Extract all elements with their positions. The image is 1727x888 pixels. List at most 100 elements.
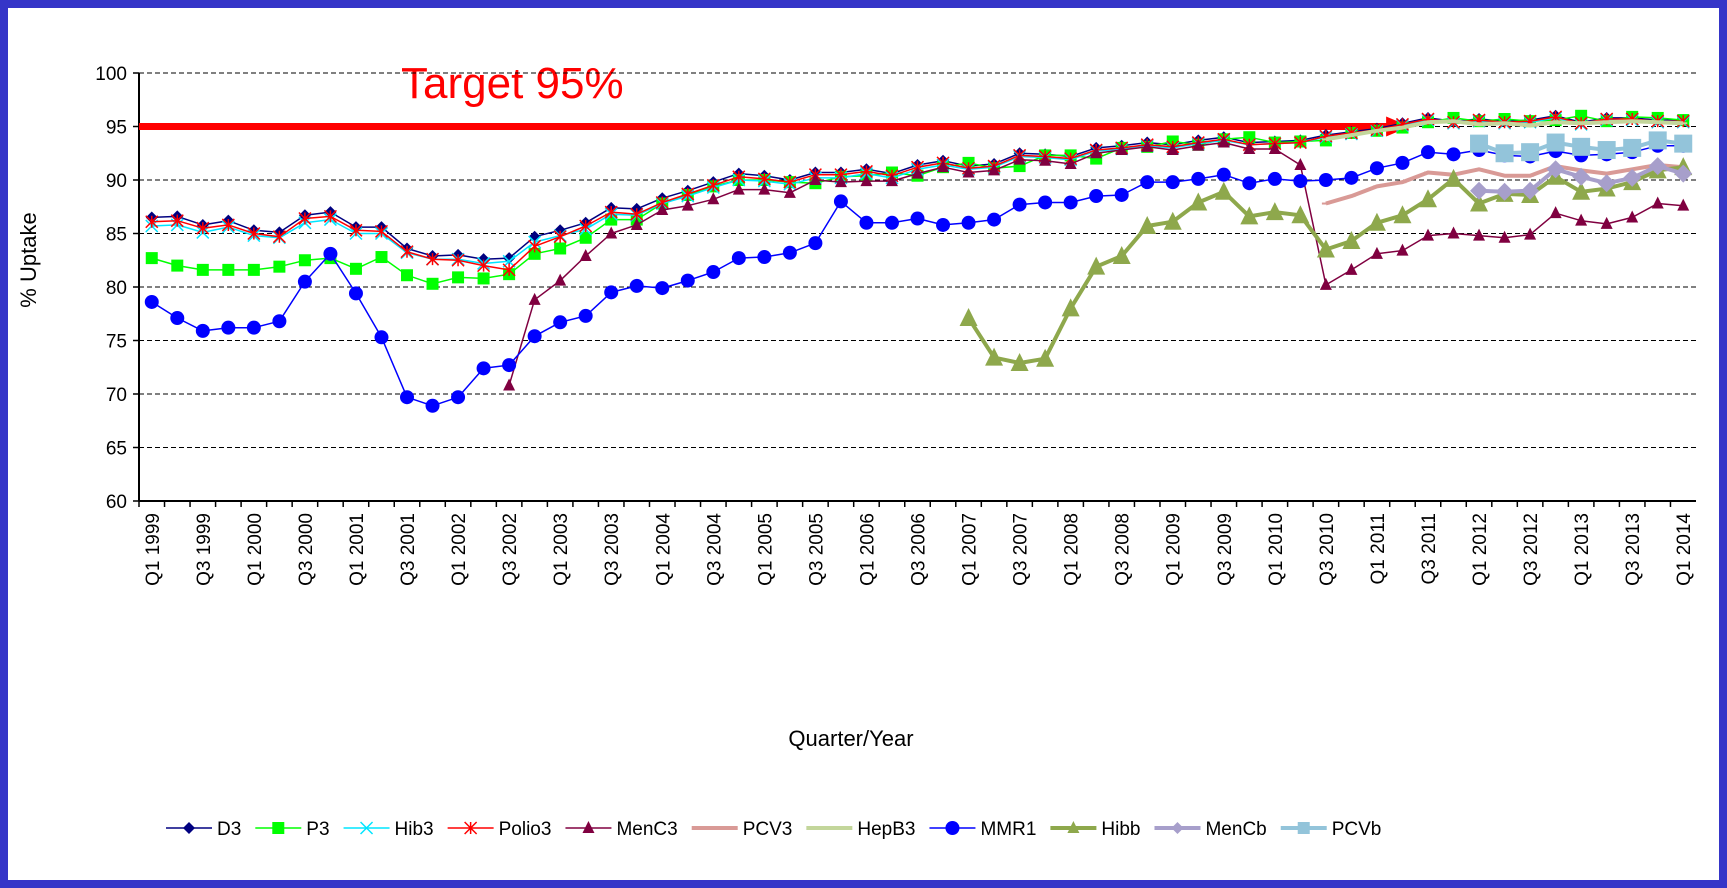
marker [1267,171,1282,186]
marker [1575,109,1588,122]
marker [1626,210,1639,223]
marker [528,292,541,305]
marker [1297,822,1310,834]
marker [349,223,363,237]
marker [706,265,721,280]
marker [605,226,618,239]
marker [246,320,261,335]
marker [298,211,312,226]
marker [1421,228,1434,241]
marker [272,230,286,244]
marker [578,308,593,323]
marker [1067,821,1080,833]
marker [1470,193,1489,212]
marker [323,246,338,261]
marker [1268,141,1281,154]
marker [170,311,185,326]
marker [323,209,337,223]
marker [451,253,465,267]
marker [731,251,746,266]
marker [196,221,210,235]
marker [1294,158,1307,171]
marker [527,329,542,344]
marker [1677,198,1690,211]
x-tick-label: Q3 2007 [1011,513,1032,586]
marker [757,250,772,265]
marker [297,274,312,289]
x-tick-label: Q1 2013 [1572,513,1593,586]
x-tick-label: Q3 2005 [806,513,827,586]
marker [961,215,976,230]
marker [630,217,643,230]
marker [298,254,311,267]
marker [885,174,898,187]
marker [1291,205,1310,224]
marker [348,286,363,301]
marker [1648,157,1667,176]
y-tick-label: 85 [106,225,127,246]
marker [1265,202,1284,221]
marker [401,269,414,282]
marker [834,175,847,188]
marker [732,182,745,195]
marker [374,330,389,345]
marker [426,252,440,266]
marker [962,165,975,178]
marker [1447,226,1460,239]
marker [1623,138,1642,157]
marker [579,231,592,244]
marker [477,272,490,285]
marker [910,211,925,226]
legend-label: PCV3 [743,819,793,840]
marker [502,263,516,277]
marker [1166,143,1179,156]
x-tick-label: Q3 2001 [398,513,419,586]
marker [1369,161,1384,176]
marker [681,198,694,211]
marker [655,281,670,296]
marker [656,202,669,215]
legend-label: Polio3 [499,819,552,840]
marker [1089,189,1104,204]
marker [1039,153,1052,166]
marker [1216,167,1231,182]
marker [554,273,567,286]
marker [1165,175,1180,190]
marker [1367,212,1386,231]
marker [183,822,195,834]
x-tick-label: Q1 2008 [1062,513,1083,586]
marker [833,194,848,209]
marker [681,187,695,201]
marker [937,160,950,173]
x-tick-label: Q1 1999 [143,513,164,586]
marker [1112,245,1131,264]
marker [579,248,592,261]
marker [1318,173,1333,187]
marker [360,821,374,835]
marker [272,822,285,834]
marker [1418,189,1437,208]
marker [1370,246,1383,259]
marker [1549,206,1562,219]
marker [1470,134,1489,153]
marker [629,278,644,293]
marker [221,320,236,335]
x-tick-label: Q3 2009 [1215,513,1236,586]
legend-label: D3 [217,819,241,840]
marker [808,236,823,251]
y-tick-label: 60 [106,492,127,513]
y-tick-label: 70 [106,385,127,406]
marker [528,239,542,253]
marker [706,178,720,192]
marker [859,215,874,230]
marker [680,273,695,288]
marker [374,224,389,238]
marker [1163,211,1182,230]
marker [1395,155,1410,170]
marker [1572,181,1591,200]
marker [1623,168,1642,187]
series-line [151,117,1684,265]
marker [477,259,491,273]
marker [528,247,541,260]
